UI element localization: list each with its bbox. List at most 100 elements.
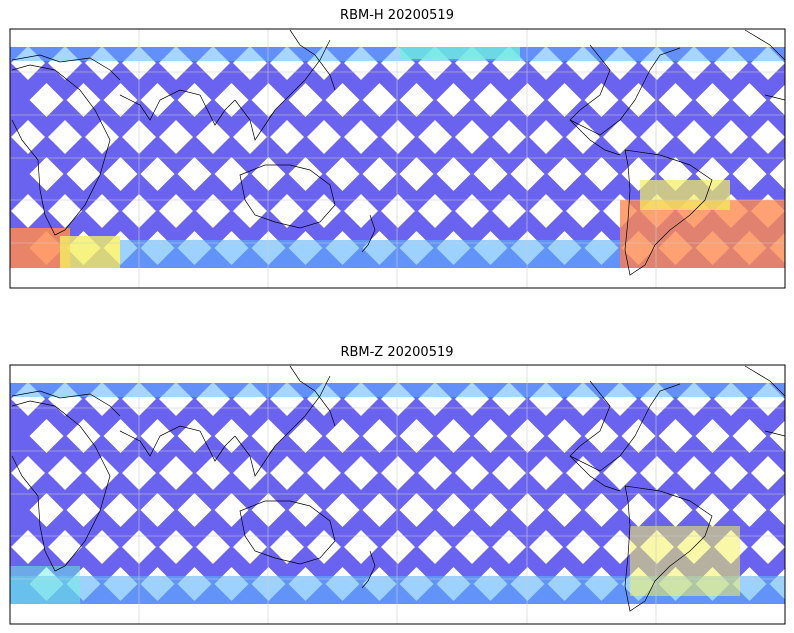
swath-gap [492,194,526,228]
swath-gap [196,194,230,228]
swath-gap [436,157,471,191]
swath-gap [103,493,138,527]
swath-gap [85,268,119,300]
hotspot-south-america [630,526,740,596]
coastline-segment [11,64,111,236]
swath-gap [455,456,489,490]
swath-gap [677,120,711,154]
coastline-segment [239,500,336,565]
swath-gap [11,604,45,633]
hotspot-south-america [620,200,785,268]
swath-gap [510,83,545,117]
swath-gap [344,530,378,564]
swath-highlat-north [10,47,785,61]
swath-gap [344,194,378,228]
swath-gap [233,456,267,490]
swath-gap [566,268,600,300]
swath-gap [714,604,748,633]
swath-gap [584,157,619,191]
swath-gap [714,268,748,300]
swath-gap [640,268,674,300]
swath-gap [658,493,693,527]
swath-gap [103,157,138,191]
swath-gap [381,530,415,564]
swath-gap [270,120,304,154]
swath-gap [695,83,730,117]
swath-gap [159,604,193,633]
swath-gap [399,419,434,453]
swath-gap [492,120,526,154]
swath-gap [529,456,563,490]
swath-gap [677,604,711,633]
swath-gap [159,268,193,300]
swath-gap [566,530,600,564]
swath-gap [344,268,378,300]
coastlines [11,29,786,276]
swath-gap [270,268,304,300]
swath-gap [547,419,582,453]
swath-gap [436,493,471,527]
swath-gap [418,604,452,633]
swath-gap [307,120,341,154]
swath-gap [529,530,563,564]
gridlines [10,365,785,624]
swath-gap [732,157,767,191]
swath-gap [325,83,360,117]
swath-gap [584,419,619,453]
gridlines [10,29,785,288]
swath-gap [732,419,767,453]
coastline-segment [289,365,336,427]
swath-gap [603,604,637,633]
swath-gap [48,604,82,633]
panel-title-rbm-z: RBM-Z 20200519 [340,345,454,360]
swath-gap [29,493,64,527]
swath-gap [510,419,545,453]
swath-gap [658,419,693,453]
coastline-segment [119,425,236,462]
swath-gap [66,419,101,453]
swath-gap [344,604,378,633]
swath-gap [233,194,267,228]
swath-gap [214,419,249,453]
coastline-segment [289,29,336,91]
coastline-segment [569,380,681,472]
swath-gap [769,494,785,526]
swath-gap [233,604,267,633]
swath-gap [251,83,286,117]
swath-gap [399,157,434,191]
swath-gap [307,456,341,490]
swath-gap [362,157,397,191]
swath-gap [418,194,452,228]
swath-gap [732,83,767,117]
swath-gap [29,83,64,117]
swath-gap [473,419,508,453]
swath-gap [196,268,230,300]
hotspot-west-fringe [60,236,120,268]
swath-gap [344,456,378,490]
swath-gap [492,268,526,300]
map-rbm-z [9,364,786,633]
swath-gap [196,530,230,564]
swath-gap [362,419,397,453]
swath-gap [566,456,600,490]
swath-gap [418,120,452,154]
coastline-segment [11,54,121,81]
swath-gap [159,530,193,564]
coastline-segment [624,485,713,612]
swath-gap [196,604,230,633]
swath-gap [288,157,323,191]
swath-gap [547,493,582,527]
swath-gap [658,83,693,117]
swath-gap [251,157,286,191]
swath-gap [288,419,323,453]
swath-gap [455,194,489,228]
swath-gap [159,194,193,228]
swath-gap [492,530,526,564]
swath-gap [140,493,175,527]
swath-gap [66,83,101,117]
swath-gap [473,157,508,191]
swath-gap [29,419,64,453]
swath-gap [11,120,45,154]
swath-gap [85,530,119,564]
swath-gap [640,604,674,633]
